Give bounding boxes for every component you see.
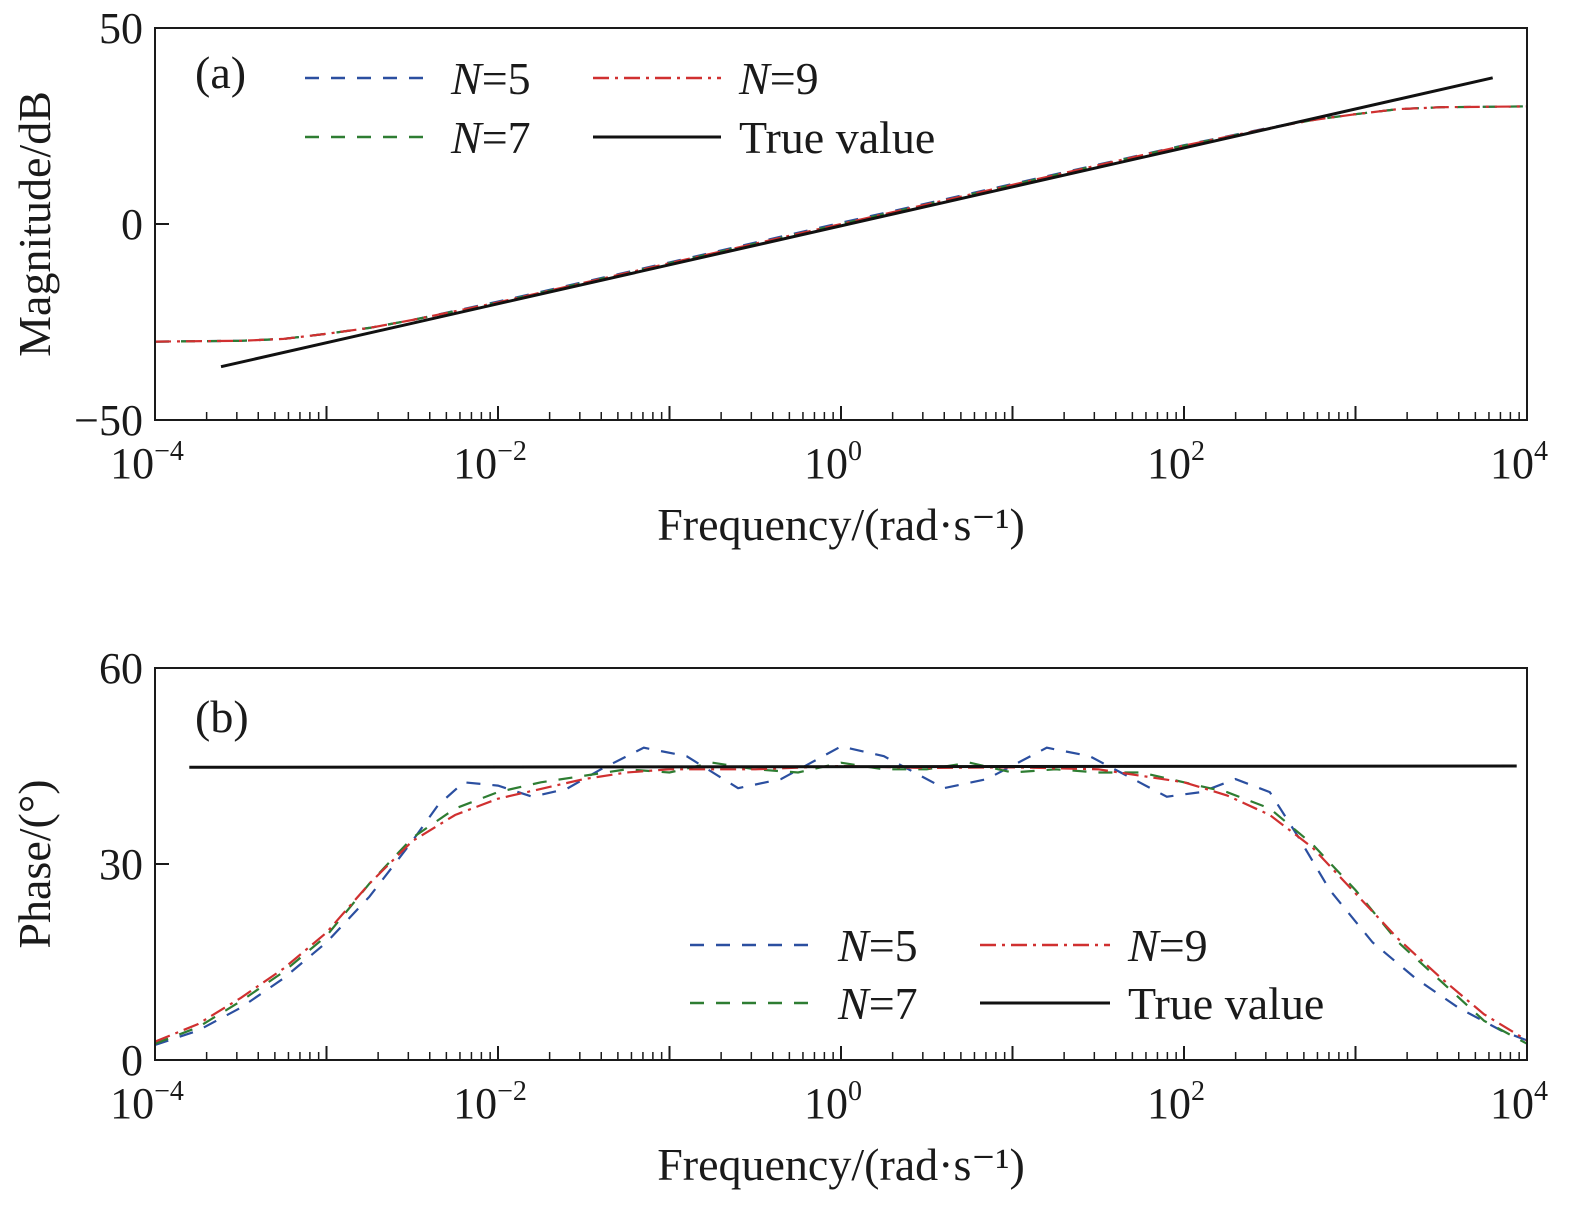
legend-label-text: =7 bbox=[869, 978, 918, 1029]
x-tick-label: 10−2 bbox=[453, 436, 527, 488]
y-tick-label: 60 bbox=[99, 644, 143, 693]
legend-label: N=5 bbox=[450, 53, 531, 104]
series-line-n-9 bbox=[154, 764, 1528, 1043]
x-tick-base: 10 bbox=[453, 1079, 497, 1128]
x-tick-base: 10 bbox=[1490, 439, 1534, 488]
y-tick-label: −50 bbox=[74, 396, 143, 445]
legend-label-text: =5 bbox=[482, 53, 531, 104]
plot-frame bbox=[154, 27, 1528, 421]
x-tick-label: 104 bbox=[1490, 1076, 1548, 1128]
legend-label: N=9 bbox=[1127, 920, 1208, 971]
x-tick-base: 10 bbox=[804, 1079, 848, 1128]
legend-label: True value bbox=[739, 112, 935, 163]
y-tick-label: 0 bbox=[121, 200, 143, 249]
x-tick-exponent: −4 bbox=[154, 1076, 184, 1107]
legend: N=5 N=9N=7 True value bbox=[690, 920, 1324, 1029]
legend-label: True value bbox=[1128, 978, 1324, 1029]
panel-b-phase: 10−4 10−2 100 102 10460300Frequency/(rad·s⁻¹… bbox=[9, 644, 1548, 1190]
legend-label-italic: N bbox=[738, 53, 772, 104]
legend-label: N=7 bbox=[450, 112, 531, 163]
legend-label: N=7 bbox=[837, 978, 918, 1029]
legend-label-italic: N bbox=[837, 978, 871, 1029]
x-tick-base: 10 bbox=[453, 439, 497, 488]
legend-label-italic: N bbox=[837, 920, 871, 971]
x-tick-base: 10 bbox=[1147, 1079, 1191, 1128]
series-line-n-5 bbox=[154, 745, 1528, 1047]
legend-label-text: =5 bbox=[869, 920, 918, 971]
x-tick-exponent: 4 bbox=[1534, 1076, 1548, 1107]
series-line-n-9 bbox=[154, 105, 1528, 343]
y-axis-label: Phase/(°) bbox=[9, 779, 60, 948]
y-axis-label: Magnitude/dB bbox=[9, 91, 60, 357]
x-tick-exponent: 2 bbox=[1191, 1076, 1205, 1107]
panel-a-magnitude: 10−4 10−2 100 102 104500−50Frequency/(rad·s⁻… bbox=[9, 4, 1548, 550]
legend-label-text: =9 bbox=[1159, 920, 1208, 971]
x-tick-base: 10 bbox=[1490, 1079, 1534, 1128]
y-tick-label: 50 bbox=[99, 4, 143, 53]
series-line-true-value bbox=[220, 76, 1494, 369]
x-tick-label: 102 bbox=[1147, 436, 1205, 488]
x-axis-label: Frequency/(rad·s⁻¹) bbox=[657, 1139, 1025, 1190]
x-tick-exponent: 0 bbox=[848, 436, 862, 467]
x-tick-base: 10 bbox=[1147, 439, 1191, 488]
x-tick-exponent: 0 bbox=[848, 1076, 862, 1107]
y-tick-label: 30 bbox=[99, 840, 143, 889]
legend-label-text: True value bbox=[739, 112, 935, 163]
x-axis-label: Frequency/(rad·s⁻¹) bbox=[657, 499, 1025, 550]
legend-label: N=5 bbox=[837, 920, 918, 971]
x-tick-exponent: 4 bbox=[1534, 436, 1548, 467]
panel-label: (b) bbox=[195, 691, 249, 742]
series-line-true-value bbox=[189, 764, 1517, 769]
x-tick-label: 100 bbox=[804, 436, 862, 488]
x-tick-base: 10 bbox=[804, 439, 848, 488]
x-tick-label: 10−4 bbox=[110, 1076, 184, 1128]
legend-label-text: True value bbox=[1128, 978, 1324, 1029]
x-tick-label: 102 bbox=[1147, 1076, 1205, 1128]
x-tick-label: 10−4 bbox=[110, 436, 184, 488]
legend-label: N=9 bbox=[738, 53, 819, 104]
x-tick-exponent: −2 bbox=[497, 1076, 527, 1107]
legend-label-italic: N bbox=[450, 53, 484, 104]
x-tick-label: 10−2 bbox=[453, 1076, 527, 1128]
legend-label-text: =9 bbox=[770, 53, 819, 104]
x-tick-exponent: 2 bbox=[1191, 436, 1205, 467]
x-tick-exponent: −2 bbox=[497, 436, 527, 467]
panel-label: (a) bbox=[195, 47, 246, 98]
x-tick-label: 104 bbox=[1490, 436, 1548, 488]
legend-label-italic: N bbox=[450, 112, 484, 163]
legend-label-italic: N bbox=[1127, 920, 1161, 971]
x-tick-base: 10 bbox=[110, 439, 154, 488]
x-tick-label: 100 bbox=[804, 1076, 862, 1128]
x-tick-exponent: −4 bbox=[154, 436, 184, 467]
x-tick-base: 10 bbox=[110, 1079, 154, 1128]
legend: N=5 N=9N=7 True value bbox=[305, 53, 935, 163]
y-tick-label: 0 bbox=[121, 1036, 143, 1085]
legend-label-text: =7 bbox=[482, 112, 531, 163]
